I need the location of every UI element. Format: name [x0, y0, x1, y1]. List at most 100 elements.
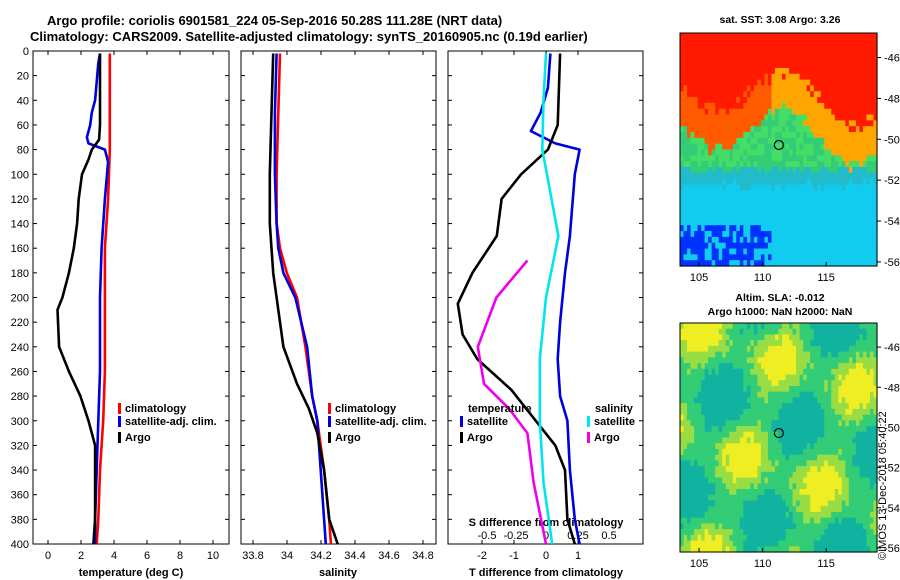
sst-map-cell	[746, 67, 751, 75]
sst-map-cell	[827, 190, 832, 197]
altimetry-map-cell	[718, 345, 723, 353]
sst-map-cell	[813, 178, 818, 186]
sst-map-cell	[855, 213, 861, 220]
altimetry-map-cell	[697, 397, 702, 404]
altimetry-map-cell	[845, 460, 850, 467]
altimetry-map-cell	[838, 323, 843, 330]
altimetry-map-cell	[782, 471, 787, 479]
altimetry-map-cell	[792, 426, 797, 433]
sst-map-cell	[810, 149, 815, 156]
altimetry-map-cell	[697, 380, 702, 387]
sst-map-cell	[834, 248, 839, 255]
altimetry-map-cell	[725, 523, 730, 530]
sst-map-cell	[796, 85, 801, 92]
sst-map-cell	[732, 108, 737, 116]
sst-map-cell	[711, 248, 716, 255]
altimetry-map-cell	[690, 523, 695, 530]
altimetry-map-cell	[767, 523, 773, 530]
altimetry-map-cell	[803, 534, 808, 542]
sst-map-cell	[817, 231, 822, 238]
altimetry-map-cell	[736, 397, 741, 404]
temperature-series-argo	[56, 53, 102, 544]
altimetry-map-cell	[729, 345, 734, 353]
sst-map-cell	[824, 196, 829, 203]
sst-map-cell	[862, 73, 868, 81]
sst-map-cell	[704, 219, 709, 226]
altimetry-map-cell	[753, 408, 758, 416]
sst-map-cell	[736, 85, 741, 92]
altimetry-map-cell	[782, 414, 787, 421]
sst-map-cell	[757, 260, 762, 267]
altimetry-map-cell	[711, 511, 716, 519]
altimetry-map-cell	[757, 471, 762, 479]
sst-map-cell	[869, 44, 875, 52]
altimetry-map-cell	[690, 345, 695, 353]
altimetry-map-cell	[834, 460, 839, 467]
sst-map-cell	[845, 114, 850, 121]
altimetry-map-cell	[782, 380, 787, 387]
altimetry-map-cell	[817, 546, 822, 553]
sst-map-cell	[803, 201, 808, 209]
altimetry-map-cell	[862, 494, 868, 502]
altimetry-map-cell	[778, 454, 783, 461]
altimetry-map-cell	[760, 483, 766, 490]
altimetry-map-cell	[750, 334, 755, 341]
sst-map-cell	[813, 155, 818, 162]
altimetry-map-cell	[841, 534, 846, 542]
sst-map-cell	[806, 242, 811, 250]
altimetry-map-cell	[866, 340, 871, 347]
altimetry-map-cell	[764, 323, 769, 330]
sst-map-cell	[845, 132, 850, 139]
altimetry-map-cell	[739, 397, 744, 404]
sst-map-cell	[771, 85, 776, 92]
sst-map-cell	[760, 149, 766, 156]
altimetry-map-cell	[722, 523, 727, 530]
altimetry-map-cell	[778, 529, 783, 536]
sst-map-cell	[715, 108, 720, 116]
sst-map-cell	[831, 254, 836, 261]
altimetry-map-cell	[722, 385, 727, 393]
altimetry-map-cell	[869, 454, 875, 461]
sst-map-cell	[824, 225, 829, 232]
altimetry-map-cell	[760, 511, 766, 519]
sst-map-cell	[704, 73, 709, 81]
sst-map-cell	[852, 161, 857, 168]
altimetry-map-cell	[859, 529, 864, 536]
altimetry-map-cell	[757, 517, 762, 524]
altimetry-map-cell	[718, 380, 723, 387]
altimetry-map-cell	[873, 426, 878, 433]
sst-map-cell	[848, 33, 853, 40]
sst-map-cell	[760, 73, 766, 81]
altimetry-map-cell	[813, 546, 818, 553]
sst-map-cell	[736, 62, 741, 69]
sst-map-cell	[757, 213, 762, 220]
altimetry-map-cell	[827, 345, 832, 353]
altimetry-map-cell	[869, 431, 875, 439]
altimetry-map-cell	[704, 420, 709, 427]
sst-map-cell	[729, 143, 734, 151]
sst-map-cell	[831, 97, 836, 104]
altimetry-map-cell	[796, 420, 801, 427]
altimetry-map-cell	[859, 351, 864, 358]
difference-xtick-label: -2	[477, 550, 487, 562]
sst-map-cell	[694, 126, 699, 133]
altimetry-map-cell	[753, 334, 758, 341]
sst-map-cell	[855, 219, 861, 226]
sst-map-cell	[820, 225, 825, 232]
sst-map-cell	[841, 225, 846, 232]
sst-map-cell	[736, 236, 741, 244]
altimetry-map-cell	[813, 363, 818, 370]
sst-map-cell	[834, 38, 839, 46]
altimetry-map-cell	[810, 351, 815, 358]
altimetry-map-cell	[831, 523, 836, 530]
sst-map-cell	[701, 166, 706, 174]
altimetry-map-cell	[820, 328, 825, 336]
sst-map-cell	[834, 260, 839, 267]
sst-map-cell	[834, 172, 839, 180]
sst-map-cell	[813, 231, 818, 238]
sst-map-cell	[848, 143, 853, 151]
sst-map-cell	[831, 85, 836, 92]
sst-map-cell	[701, 38, 706, 46]
altimetry-map-cell	[757, 489, 762, 496]
sst-map-cell	[838, 219, 843, 226]
